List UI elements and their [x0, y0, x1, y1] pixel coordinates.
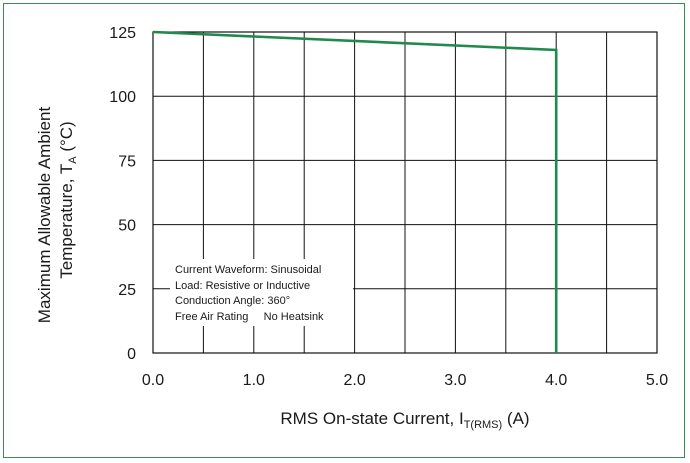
y-tick-label: 75 [118, 153, 136, 170]
x-tick-label: 1.0 [243, 372, 265, 389]
annotation-line-4: Free Air Rating No Heatsink [175, 311, 324, 323]
y-tick-label: 100 [109, 89, 136, 106]
y-axis-title-line-1: Maximum Allowable Ambient [35, 107, 54, 324]
x-tick-label: 0.0 [142, 372, 164, 389]
chart-frame [3, 3, 685, 458]
series-line [152, 30, 558, 353]
y-tick-label: 125 [109, 25, 136, 42]
y-tick-label: 25 [118, 282, 136, 299]
x-tick-label: 2.0 [343, 372, 365, 389]
x-axis-title: RMS On-state Current, IT(RMS) (A) [280, 409, 529, 431]
annotation-line-2: Load: Resistive or Inductive [175, 280, 310, 292]
y-axis-title-line-2: Temperature, TA (°C) [57, 121, 79, 278]
annotation-line-3: Conduction Angle: 360° [175, 295, 290, 307]
plot-border [152, 31, 658, 354]
y-tick-label: 50 [118, 218, 136, 235]
annotation-line-1: Current Waveform: Sinusoidal [175, 264, 321, 276]
x-tick-labels: 0.0 1.0 2.0 3.0 4.0 5.0 [142, 372, 668, 389]
x-tick-label: 4.0 [545, 372, 567, 389]
annotation-background [170, 259, 353, 326]
x-tick-label: 3.0 [444, 372, 466, 389]
x-tick-label: 5.0 [646, 372, 668, 389]
y-tick-labels: 0 25 50 75 100 125 [109, 25, 136, 363]
y-tick-label: 0 [127, 346, 136, 363]
